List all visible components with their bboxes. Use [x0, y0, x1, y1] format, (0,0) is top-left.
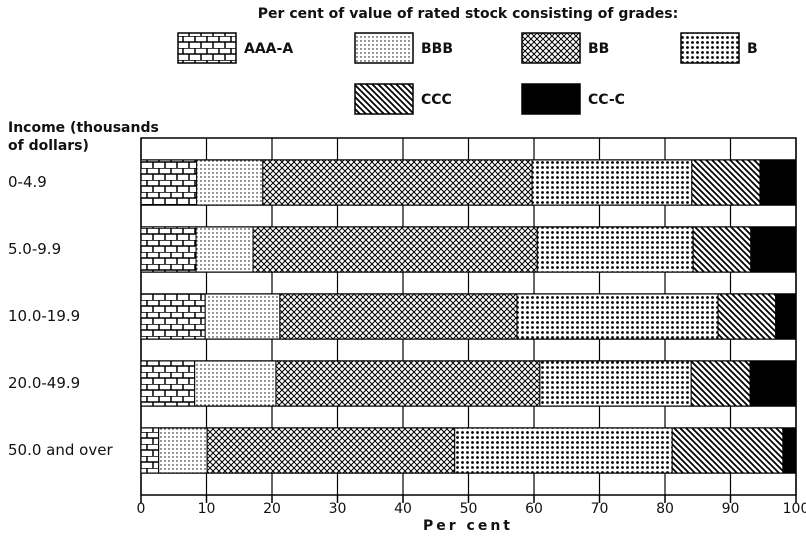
bar-segment	[262, 159, 533, 206]
x-tick-label: 100	[783, 501, 806, 517]
legend-label: B	[747, 41, 758, 57]
bar-segment	[692, 226, 752, 273]
y-tick-label: 0-4.9	[8, 173, 47, 191]
bar-segment	[531, 159, 693, 206]
legend-swatch	[680, 32, 740, 64]
bar-segment	[194, 360, 277, 407]
bar-segment	[691, 159, 761, 206]
bar-segment	[275, 360, 541, 407]
bar-segment	[140, 226, 197, 273]
x-tick-label: 50	[460, 501, 478, 517]
x-tick-label: 30	[329, 501, 347, 517]
bar-segment	[140, 360, 196, 407]
bar-segment	[750, 226, 797, 273]
legend-label: CC-C	[588, 92, 625, 108]
y-tick-label: 50.0 and over	[8, 441, 113, 459]
bar-segment	[717, 293, 777, 340]
y-tick-label: 5.0-9.9	[8, 240, 61, 258]
bar-segment	[749, 360, 797, 407]
legend-label: AAA-A	[244, 41, 293, 57]
bar-segment	[206, 427, 456, 474]
x-tick-label: 10	[198, 501, 216, 517]
bar-segment	[782, 427, 797, 474]
bar-segment	[759, 159, 797, 206]
legend-swatch	[177, 32, 237, 64]
x-tick-label: 70	[591, 501, 609, 517]
bar-segment	[279, 293, 518, 340]
y-axis-label: Income (thousands	[8, 120, 159, 136]
legend-label: BB	[588, 41, 609, 57]
bar-segment	[690, 360, 751, 407]
y-tick-label: 20.0-49.9	[8, 374, 80, 392]
bar-segment	[536, 226, 694, 273]
bar-segment	[671, 427, 784, 474]
x-tick-label: 60	[525, 501, 543, 517]
bar-segment	[775, 293, 797, 340]
bar-segment	[140, 159, 198, 206]
legend-swatch	[354, 32, 414, 64]
bar-segment	[158, 427, 208, 474]
legend-label: CCC	[421, 92, 452, 108]
legend-swatch	[354, 83, 414, 115]
bar-segment	[252, 226, 538, 273]
bar-segment	[204, 293, 281, 340]
x-axis-label: Per cent	[423, 518, 513, 534]
legend-swatch	[521, 32, 581, 64]
bar-segment	[140, 427, 160, 474]
x-tick-label: 0	[137, 501, 146, 517]
y-axis-label: of dollars)	[8, 138, 89, 154]
bar-segment	[454, 427, 673, 474]
bar-segment	[195, 226, 254, 273]
legend-label: BBB	[421, 41, 453, 57]
bar-segment	[539, 360, 692, 407]
bar-segment	[140, 293, 206, 340]
x-tick-label: 40	[394, 501, 412, 517]
bar-segment	[196, 159, 264, 206]
legend-swatch	[521, 83, 581, 115]
x-tick-label: 90	[722, 501, 740, 517]
chart-title: Per cent of value of rated stock consist…	[258, 6, 678, 22]
x-tick-label: 80	[656, 501, 674, 517]
y-tick-label: 10.0-19.9	[8, 307, 80, 325]
x-tick-label: 20	[263, 501, 281, 517]
bar-segment	[516, 293, 719, 340]
